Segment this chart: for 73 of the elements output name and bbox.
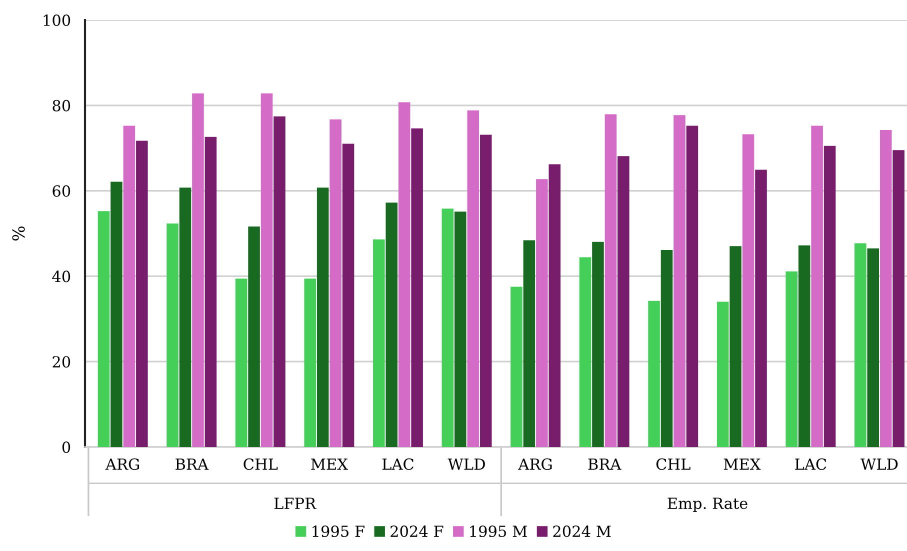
bar: [166, 224, 178, 447]
x-tick-label: MEX: [311, 458, 348, 470]
x-tick-label: BRA: [176, 458, 209, 470]
bar: [811, 126, 823, 447]
bar: [742, 134, 754, 447]
y-tick-label: 40: [52, 270, 70, 282]
bar: [179, 188, 192, 447]
bar: [204, 136, 217, 447]
bar: [510, 286, 522, 447]
bar: [442, 208, 454, 447]
legend-label: 2024 F: [390, 525, 444, 538]
bar: [248, 226, 260, 447]
bar: [398, 102, 410, 447]
bar: [235, 278, 248, 447]
x-tick-label: CHL: [244, 458, 278, 470]
legend-label: 2024 M: [553, 525, 611, 538]
bar: [867, 248, 880, 447]
x-tick-label: CHL: [656, 458, 690, 470]
x-tick-label: ARG: [105, 458, 139, 470]
bar: [330, 119, 342, 447]
bar: [136, 140, 148, 447]
y-tick-label: 60: [52, 185, 70, 197]
bar: [274, 116, 286, 447]
bar: [110, 182, 122, 447]
bar: [98, 211, 110, 447]
bar: [686, 126, 698, 447]
text: Emp. Rate: [668, 498, 748, 512]
bar: [660, 250, 673, 447]
bar: [373, 239, 385, 447]
bar: [467, 110, 480, 447]
bar: [480, 134, 492, 447]
bar: [386, 202, 398, 447]
bar: [604, 114, 617, 447]
x-tick-label: ARG: [518, 458, 552, 470]
y-axis-title: %: [12, 226, 25, 240]
bar: [798, 245, 810, 447]
y-tick-label: 20: [52, 356, 70, 368]
bar: [824, 146, 836, 447]
bar: [854, 243, 866, 447]
bar: [548, 164, 561, 447]
bar: [892, 150, 904, 447]
bar: [618, 156, 630, 447]
bar: [260, 93, 273, 447]
bar: [730, 246, 742, 447]
bar: [755, 170, 767, 447]
bar: [454, 212, 466, 447]
x-tick-label: BRA: [588, 458, 622, 470]
bar: [342, 144, 354, 447]
bar: [536, 179, 548, 447]
bar: [716, 302, 729, 447]
bar: [192, 93, 204, 447]
y-tick-label: 100: [44, 14, 70, 26]
x-tick-label: LAC: [795, 458, 826, 470]
x-tick-label: WLD: [860, 458, 898, 470]
x-tick-label: LAC: [382, 458, 414, 470]
x-tick-label: MEX: [724, 458, 761, 470]
text: LFPR: [274, 498, 316, 509]
bar: [579, 257, 592, 447]
bar: [786, 271, 798, 447]
bar: [592, 242, 604, 447]
bar: [123, 126, 136, 447]
bar: [880, 130, 892, 447]
x-tick-label: WLD: [448, 458, 485, 470]
bar: [411, 128, 423, 447]
bar: [648, 300, 660, 447]
legend-label: 1995 F: [312, 525, 364, 538]
y-tick-label: 0: [62, 441, 70, 454]
y-tick-label: 80: [52, 100, 70, 112]
bar: [316, 188, 329, 447]
bar: [523, 240, 536, 447]
legend-label: 1995 M: [470, 525, 527, 538]
bar: [674, 115, 686, 447]
bar: [304, 278, 316, 447]
